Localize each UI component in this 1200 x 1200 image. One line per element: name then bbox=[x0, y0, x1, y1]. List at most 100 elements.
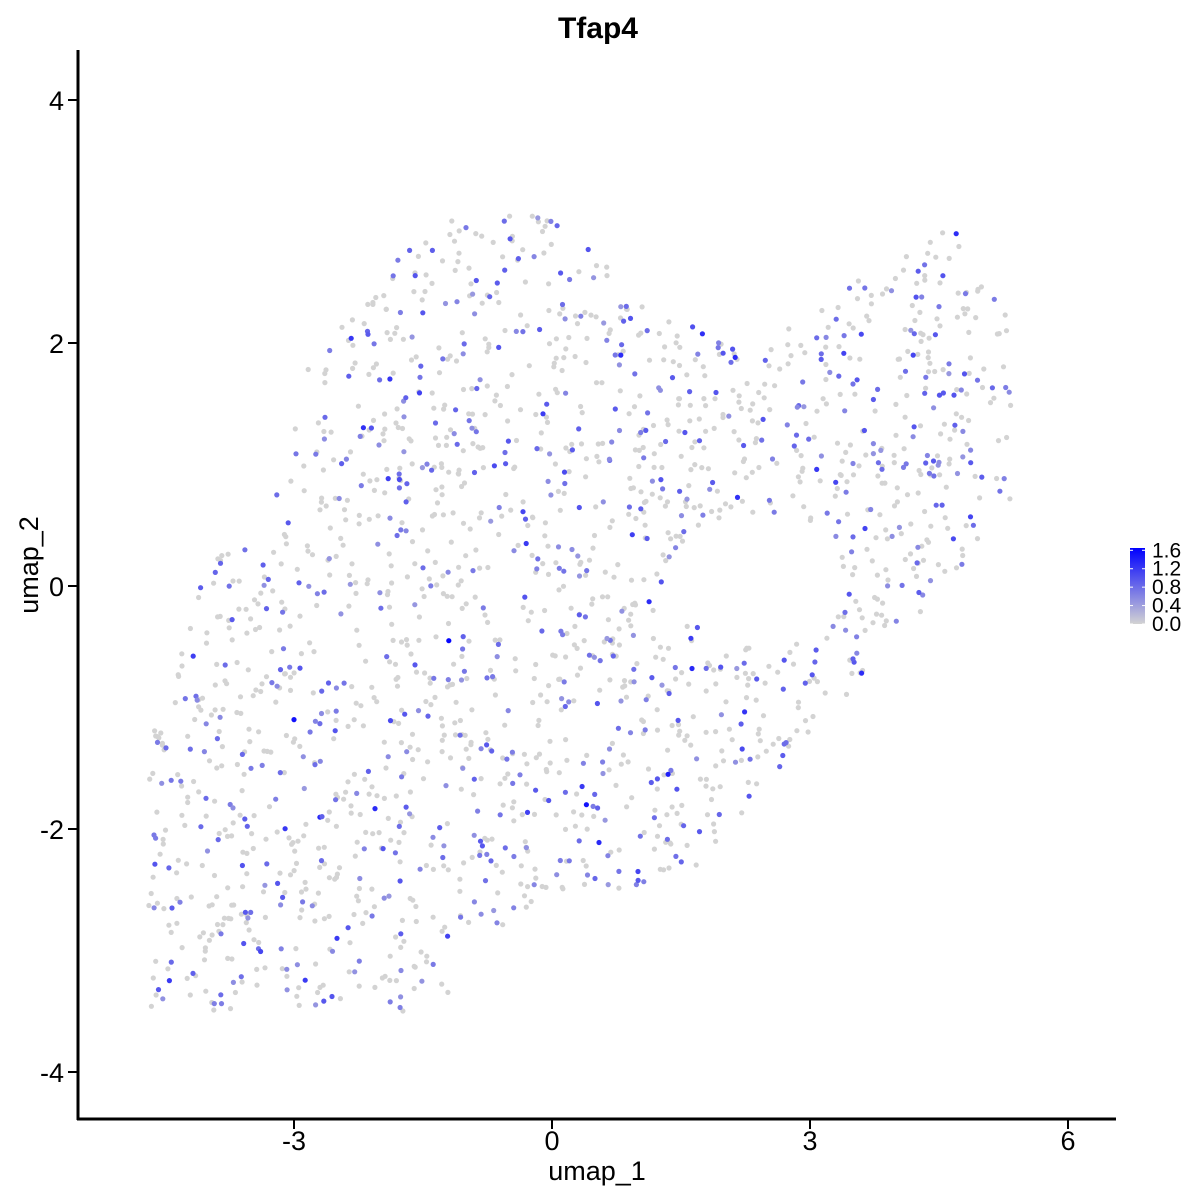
cell-point bbox=[460, 634, 466, 640]
cell-point bbox=[443, 783, 449, 789]
cell-point bbox=[293, 860, 300, 867]
cell-point bbox=[442, 300, 449, 307]
cell-point bbox=[240, 884, 246, 890]
cell-point bbox=[513, 328, 519, 334]
cell-point bbox=[627, 730, 634, 736]
cell-point bbox=[641, 499, 648, 506]
cell-point bbox=[922, 262, 928, 268]
cell-point bbox=[532, 866, 538, 872]
cell-point bbox=[394, 683, 401, 689]
cell-point bbox=[315, 989, 321, 996]
cell-point bbox=[509, 372, 515, 378]
cell-point bbox=[942, 515, 948, 521]
cell-point bbox=[423, 272, 429, 278]
cell-point bbox=[179, 651, 185, 657]
cell-point bbox=[884, 536, 891, 542]
cell-point bbox=[412, 273, 418, 279]
cell-point bbox=[439, 492, 445, 498]
cell-point bbox=[894, 485, 900, 491]
cell-point bbox=[736, 437, 742, 443]
cell-point bbox=[913, 294, 919, 300]
cell-point bbox=[690, 714, 696, 720]
cell-point bbox=[220, 922, 226, 928]
x-ticks: -3 0 3 6 bbox=[282, 1120, 1076, 1156]
cell-point bbox=[413, 918, 419, 925]
cell-point bbox=[802, 718, 809, 724]
cell-point bbox=[941, 421, 948, 427]
cell-point bbox=[539, 628, 545, 634]
cell-point bbox=[332, 728, 338, 734]
cell-point bbox=[937, 472, 943, 478]
cell-point bbox=[468, 281, 474, 287]
cell-point bbox=[296, 985, 302, 991]
cell-point bbox=[974, 536, 981, 542]
cell-point bbox=[663, 438, 669, 445]
cell-point bbox=[633, 515, 639, 522]
cell-point bbox=[333, 553, 339, 560]
cell-point bbox=[341, 796, 347, 802]
cell-point bbox=[626, 617, 632, 623]
cell-point bbox=[479, 843, 485, 849]
cell-point bbox=[289, 841, 295, 847]
cell-point bbox=[933, 254, 939, 260]
cell-point bbox=[512, 656, 518, 662]
cell-point bbox=[850, 381, 856, 387]
cell-point bbox=[151, 905, 157, 911]
cell-point bbox=[593, 263, 600, 269]
cell-point bbox=[915, 268, 921, 274]
cell-point bbox=[185, 794, 191, 800]
cell-point bbox=[606, 330, 612, 336]
cell-point bbox=[689, 665, 695, 672]
cell-point bbox=[1000, 364, 1007, 370]
cell-point bbox=[338, 535, 344, 542]
cell-point bbox=[578, 441, 585, 447]
cell-point bbox=[820, 396, 826, 402]
cell-point bbox=[927, 239, 933, 245]
cell-point bbox=[453, 407, 459, 413]
cell-point bbox=[561, 679, 567, 685]
cell-point bbox=[452, 720, 458, 726]
cell-point bbox=[684, 372, 690, 378]
cell-point bbox=[522, 594, 528, 600]
cell-point bbox=[604, 337, 610, 343]
cell-point bbox=[258, 688, 264, 695]
cell-point bbox=[661, 772, 667, 778]
cell-point bbox=[263, 674, 270, 680]
cell-point bbox=[250, 693, 256, 699]
cell-point bbox=[259, 762, 265, 769]
cell-point bbox=[635, 868, 641, 875]
cell-point bbox=[739, 498, 746, 504]
cell-point bbox=[846, 591, 852, 597]
cell-point bbox=[363, 658, 369, 664]
cell-point bbox=[524, 809, 531, 816]
cell-point bbox=[665, 530, 671, 536]
cell-point bbox=[353, 590, 359, 597]
cell-point bbox=[374, 793, 380, 799]
cell-point bbox=[894, 499, 901, 505]
cell-point bbox=[404, 574, 410, 580]
cell-point bbox=[147, 776, 153, 782]
cell-point bbox=[607, 677, 613, 683]
cell-point bbox=[672, 664, 678, 671]
cell-point bbox=[545, 478, 551, 484]
cell-point bbox=[687, 418, 693, 424]
cell-point bbox=[924, 537, 930, 543]
cell-point bbox=[787, 736, 793, 743]
cell-point bbox=[857, 356, 863, 362]
cell-point bbox=[629, 795, 635, 801]
cell-point bbox=[355, 898, 361, 904]
cell-point bbox=[494, 280, 500, 286]
cell-point bbox=[1002, 312, 1008, 318]
cell-point bbox=[600, 759, 606, 765]
y-tick-label: 4 bbox=[49, 86, 64, 116]
cell-point bbox=[386, 551, 392, 557]
cell-point bbox=[397, 309, 403, 316]
cell-point bbox=[166, 922, 172, 928]
cell-point bbox=[591, 532, 598, 539]
cell-point bbox=[397, 819, 404, 825]
cell-point bbox=[277, 627, 283, 633]
cell-point bbox=[326, 875, 332, 881]
cell-point bbox=[540, 561, 546, 567]
cell-point bbox=[593, 314, 599, 320]
cell-point bbox=[620, 348, 626, 354]
